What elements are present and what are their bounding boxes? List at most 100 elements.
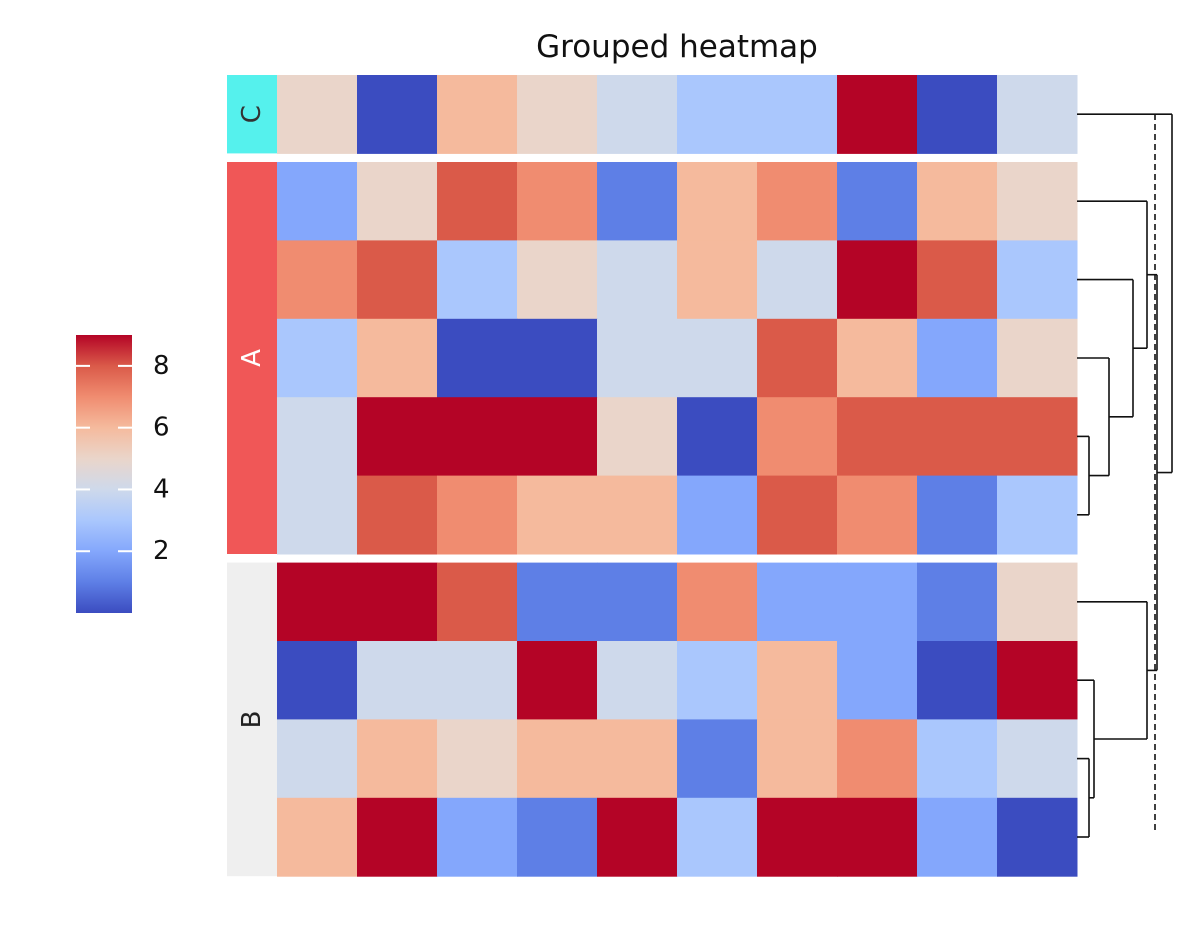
heatmap-cell	[837, 797, 918, 877]
group-label: C	[237, 105, 267, 123]
heatmap-cell	[357, 240, 438, 320]
heatmap-cell	[517, 475, 598, 555]
heatmap-cell	[437, 797, 518, 877]
heatmap-cell	[437, 75, 518, 154]
heatmap-cell	[757, 318, 838, 398]
heatmap-cell	[757, 475, 838, 555]
colorbar-tick-label: 8	[153, 351, 170, 381]
heatmap-cell	[597, 719, 678, 799]
heatmap-cell	[677, 562, 758, 642]
colorbar: 2 4 6 8	[76, 335, 170, 613]
heatmap-cell	[357, 719, 438, 799]
heatmap-cell	[517, 562, 598, 642]
group-strip	[227, 162, 277, 554]
heatmap-cell	[437, 162, 518, 241]
group-strip	[227, 75, 277, 154]
colorbar-tick-label: 6	[153, 413, 170, 443]
heatmap-cell	[917, 641, 998, 720]
heatmap-cell	[597, 75, 678, 154]
heatmap-cell	[357, 162, 438, 241]
heatmap-cell	[597, 318, 678, 398]
heatmap-cell	[837, 562, 918, 642]
group-strips: C A B	[227, 75, 277, 877]
heatmap-cell	[757, 797, 838, 877]
heatmap-cell	[277, 562, 358, 642]
heatmap-cell	[517, 641, 598, 720]
heatmap-cell	[597, 475, 678, 555]
heatmap-cell	[997, 475, 1078, 555]
heatmap-cell	[677, 719, 758, 799]
heatmap-cell	[917, 562, 998, 642]
row-dendrogram	[1077, 113, 1173, 838]
heatmap-cell	[677, 397, 758, 477]
heatmap-cell	[837, 75, 918, 154]
heatmap-cell	[597, 641, 678, 720]
heatmap-cell	[757, 719, 838, 799]
heatmap-cell	[917, 397, 998, 477]
heatmap-cell	[917, 162, 998, 241]
heatmap-cell	[517, 719, 598, 799]
heatmap-cell	[597, 562, 678, 642]
heatmap-cell	[677, 797, 758, 877]
heatmap-cell	[437, 397, 518, 477]
heatmap-cell	[517, 162, 598, 241]
heatmap-cell	[997, 797, 1078, 877]
heatmap-cell	[757, 397, 838, 477]
heatmap-cell	[597, 240, 678, 320]
heatmap-cell	[277, 475, 358, 555]
heatmap-cell	[997, 562, 1078, 642]
heatmap-cell	[837, 318, 918, 398]
group-label: A	[237, 349, 267, 367]
heatmap-cell	[277, 240, 358, 320]
colorbar-bar	[76, 335, 132, 613]
heatmap-cell	[597, 162, 678, 241]
heatmap-cell	[677, 641, 758, 720]
heatmap-cell	[517, 318, 598, 398]
heatmap-cell	[357, 797, 438, 877]
heatmap-cell	[997, 162, 1078, 241]
heatmap-cell	[437, 719, 518, 799]
heatmap-cell	[597, 797, 678, 877]
group-strip	[227, 562, 277, 877]
heatmap-cell	[917, 318, 998, 398]
heatmap-cell	[757, 641, 838, 720]
heatmap-cell	[277, 318, 358, 398]
heatmap-cell	[357, 562, 438, 642]
heatmap-cell	[997, 397, 1078, 477]
heatmap-cell	[437, 641, 518, 720]
heatmap-cell	[997, 240, 1078, 320]
heatmap-cell	[437, 240, 518, 320]
heatmap-cell	[277, 75, 358, 154]
colorbar-tick-label: 4	[153, 474, 170, 504]
heatmap-cell	[437, 562, 518, 642]
heatmap-cell	[357, 475, 438, 555]
heatmap-cells	[277, 75, 1078, 877]
heatmap-cell	[517, 797, 598, 877]
heatmap-cell	[517, 397, 598, 477]
heatmap-cell	[677, 75, 758, 154]
heatmap-cell	[277, 162, 358, 241]
heatmap-cell	[757, 162, 838, 241]
heatmap-cell	[277, 797, 358, 877]
heatmap-cell	[917, 240, 998, 320]
heatmap-cell	[517, 240, 598, 320]
heatmap-cell	[837, 475, 918, 555]
heatmap-cell	[837, 162, 918, 241]
heatmap-cell	[757, 562, 838, 642]
heatmap-cell	[597, 397, 678, 477]
heatmap-cell	[997, 719, 1078, 799]
heatmap-cell	[357, 75, 438, 154]
heatmap-cell	[917, 75, 998, 154]
heatmap-cell	[917, 797, 998, 877]
heatmap-cell	[837, 240, 918, 320]
heatmap-cell	[997, 75, 1078, 154]
heatmap-cell	[437, 318, 518, 398]
heatmap-cell	[837, 641, 918, 720]
heatmap-cell	[757, 75, 838, 154]
heatmap-cell	[357, 318, 438, 398]
heatmap-cell	[837, 397, 918, 477]
heatmap-cell	[997, 318, 1078, 398]
heatmap-cell	[437, 475, 518, 555]
